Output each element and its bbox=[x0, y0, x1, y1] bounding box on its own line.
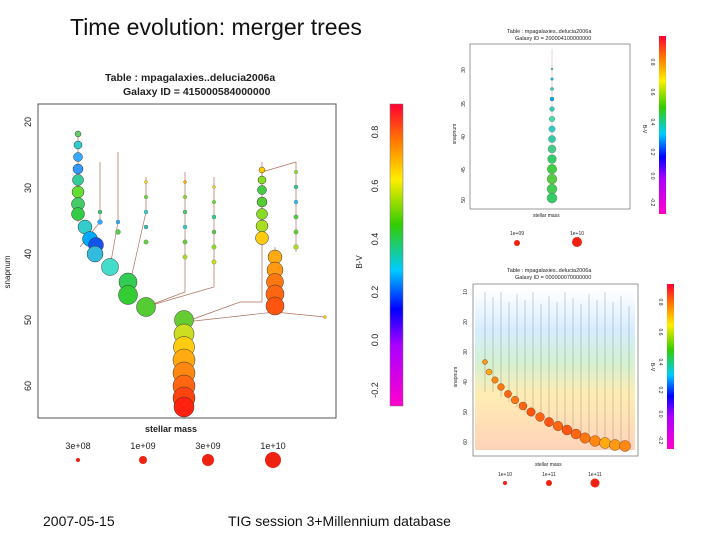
top-right-title-line1: Table : mpagalaxies..delucia2006a bbox=[507, 29, 592, 35]
top-right-y-label: snapnum bbox=[452, 124, 458, 145]
bottom-right-size-legend-dot-2 bbox=[590, 478, 600, 488]
main-size-legend-3e8: 3e+08 bbox=[65, 441, 90, 451]
main-size-legend-dot-3e8 bbox=[76, 458, 80, 462]
main-y-tick-30: 30 bbox=[23, 183, 33, 193]
main-y-tick-60: 60 bbox=[23, 381, 33, 391]
bottom-right-y-tick-0: 10 bbox=[463, 289, 469, 295]
bottom-right-colorbar-tick-5: -0.2 bbox=[657, 436, 663, 445]
bottom-right-x-label: stellar mass bbox=[535, 462, 562, 468]
top-right-colorbar-tick-3: 0.2 bbox=[649, 149, 655, 156]
bottom-right-size-legend-dot-0 bbox=[503, 481, 507, 485]
main-size-legend-dot-1e9 bbox=[139, 456, 147, 464]
footer-date: 2007-05-15 bbox=[43, 513, 115, 529]
main-plot-title-line1: Table : mpagalaxies..delucia2006a bbox=[105, 72, 275, 84]
main-colorbar-tick-0.4: 0.4 bbox=[370, 233, 380, 246]
top-right-y-tick-3: 45 bbox=[461, 167, 467, 173]
main-size-legend-1e9: 1e+09 bbox=[130, 441, 155, 451]
main-colorbar bbox=[389, 103, 404, 407]
top-right-merger-tree-figure: Table : mpagalaxies..delucia2006a Galaxy… bbox=[452, 29, 666, 247]
bottom-right-branch-lines bbox=[484, 292, 630, 448]
main-colorbar-tick-0.6: 0.6 bbox=[370, 180, 380, 193]
top-right-y-tick-0: 30 bbox=[461, 67, 467, 73]
main-colorbar-tick-neg0.2: -0.2 bbox=[370, 382, 380, 398]
bottom-right-y-tick-2: 30 bbox=[463, 349, 469, 355]
main-colorbar-label: B-V bbox=[355, 255, 364, 269]
top-right-colorbar-tick-4: 0.0 bbox=[649, 173, 655, 180]
main-colorbar-tick-0.0: 0.0 bbox=[370, 334, 380, 347]
top-right-size-legend-dot-0 bbox=[514, 240, 520, 246]
bottom-right-colorbar-label: B-V bbox=[649, 363, 655, 372]
main-y-tick-20: 20 bbox=[23, 117, 33, 127]
bottom-right-title-line2: Galaxy ID = 000000070000000 bbox=[515, 275, 591, 281]
top-right-x-label: stellar mass bbox=[533, 213, 560, 219]
top-right-title-line2: Galaxy ID = 200004100000000 bbox=[515, 36, 591, 42]
bottom-right-y-tick-4: 50 bbox=[463, 409, 469, 415]
bottom-right-y-label: snapnum bbox=[453, 367, 459, 388]
bottom-right-trunk bbox=[482, 359, 631, 452]
bottom-right-size-legend-dot-1 bbox=[546, 480, 552, 486]
main-size-legend-3e9: 3e+09 bbox=[195, 441, 220, 451]
top-right-size-legend-1: 1e+10 bbox=[570, 231, 584, 237]
main-plot-x-label: stellar mass bbox=[145, 424, 197, 434]
top-right-y-tick-4: 50 bbox=[461, 197, 467, 203]
bottom-right-size-legend-0: 1e+10 bbox=[498, 472, 512, 478]
bottom-right-colorbar-tick-3: 0.2 bbox=[657, 387, 663, 394]
main-tree-trunk bbox=[71, 130, 196, 418]
bottom-right-y-tick-1: 20 bbox=[463, 319, 469, 325]
main-tree-small-branches bbox=[97, 170, 327, 319]
main-colorbar-tick-0.2: 0.2 bbox=[370, 286, 380, 299]
bottom-right-size-legend-1: 1e+11 bbox=[542, 472, 556, 478]
bottom-right-merger-tree-figure: Table : mpagalaxies..delucia2006a Galaxy… bbox=[453, 268, 674, 488]
bottom-right-colorbar-tick-0: 0.8 bbox=[657, 299, 663, 306]
top-right-size-legend-dot-1 bbox=[572, 237, 582, 247]
top-right-trunk bbox=[546, 49, 558, 204]
top-right-y-tick-1: 35 bbox=[461, 101, 467, 107]
main-plot-title-line2: Galaxy ID = 415000584000000 bbox=[123, 86, 271, 98]
top-right-size-legend-0: 1e+09 bbox=[510, 231, 524, 237]
top-right-colorbar-tick-1: 0.6 bbox=[649, 89, 655, 96]
main-size-legend-dot-3e9 bbox=[202, 454, 214, 466]
main-merger-tree-figure: Table : mpagalaxies..delucia2006a Galaxy… bbox=[3, 72, 404, 468]
main-plot-y-label: snapnum bbox=[3, 255, 12, 288]
main-colorbar-tick-0.8: 0.8 bbox=[370, 126, 380, 139]
bottom-right-y-tick-5: 60 bbox=[463, 439, 469, 445]
top-right-colorbar bbox=[659, 36, 666, 214]
bottom-right-colorbar bbox=[667, 284, 674, 449]
bottom-right-colorbar-tick-1: 0.6 bbox=[657, 329, 663, 336]
top-right-colorbar-label: B-V bbox=[641, 125, 647, 134]
top-right-colorbar-tick-2: 0.4 bbox=[649, 119, 655, 126]
main-tree-right-branch bbox=[255, 166, 285, 316]
bottom-right-colorbar-tick-4: 0.0 bbox=[657, 411, 663, 418]
main-size-legend-1e10: 1e+10 bbox=[260, 441, 285, 451]
main-size-legend-dot-1e10 bbox=[265, 452, 281, 468]
bottom-right-colorbar-tick-2: 0.4 bbox=[657, 359, 663, 366]
main-y-tick-40: 40 bbox=[23, 249, 33, 259]
footer-session-text: TIG session 3+Millennium database bbox=[228, 513, 451, 529]
bottom-right-size-legend-2: 1e+11 bbox=[588, 472, 602, 478]
main-y-tick-50: 50 bbox=[23, 315, 33, 325]
bottom-right-y-tick-3: 40 bbox=[463, 379, 469, 385]
top-right-colorbar-tick-0: 0.8 bbox=[649, 59, 655, 66]
top-right-colorbar-tick-5: -0.2 bbox=[649, 198, 655, 207]
bottom-right-title-line1: Table : mpagalaxies..delucia2006a bbox=[507, 268, 592, 274]
top-right-y-tick-2: 40 bbox=[461, 134, 467, 140]
slide-title: Time evolution: merger trees bbox=[70, 14, 362, 40]
